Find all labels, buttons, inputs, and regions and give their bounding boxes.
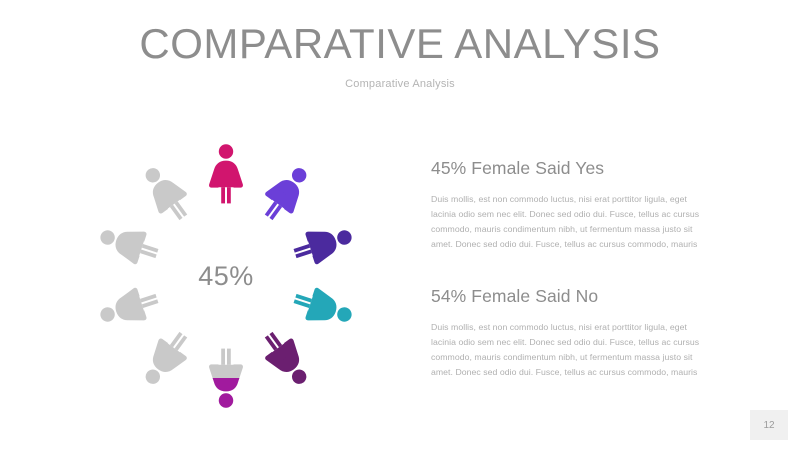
content-block-heading: 45% Female Said Yes bbox=[431, 158, 605, 178]
female-figure-icon bbox=[209, 348, 243, 408]
pictogram-figure[interactable] bbox=[91, 210, 166, 279]
pictogram-figure[interactable] bbox=[91, 273, 166, 342]
female-figure-icon bbox=[264, 331, 307, 384]
page-number-label: 12 bbox=[763, 419, 775, 431]
content-block-heading: 54% Female Said No bbox=[431, 285, 599, 306]
female-figure-icon bbox=[209, 144, 243, 204]
page-number-badge: 12 bbox=[750, 410, 788, 440]
pictogram-figure[interactable] bbox=[285, 273, 360, 342]
pictogram-figure[interactable] bbox=[127, 318, 206, 399]
female-figure-icon bbox=[100, 287, 159, 322]
radial-pictogram-chart: 45% bbox=[90, 140, 362, 412]
pictogram-figure[interactable] bbox=[127, 153, 206, 234]
female-figure-icon bbox=[145, 331, 188, 384]
pictogram-figure[interactable] bbox=[247, 153, 326, 234]
content-block-body: Duis mollis, est non commodo luctus, nis… bbox=[431, 321, 700, 377]
content-block: 54% Female Said No Duis mollis, est non c… bbox=[431, 286, 707, 380]
pictogram-figure[interactable] bbox=[200, 347, 252, 409]
pictogram-figure[interactable] bbox=[200, 143, 252, 205]
content-block-body: Duis mollis, est non commodo luctus, nis… bbox=[431, 194, 700, 249]
pictogram-figure[interactable] bbox=[247, 318, 326, 399]
page-subtitle: Comparative Analysis bbox=[345, 78, 455, 91]
content-block: 45% Female Said Yes Duis mollis, est non … bbox=[431, 158, 707, 252]
pictogram-figure[interactable] bbox=[285, 210, 360, 279]
content-column: 45% Female Said Yes Duis mollis, est non … bbox=[431, 158, 707, 380]
female-figure-icon bbox=[293, 230, 352, 265]
female-figure-icon bbox=[293, 287, 352, 322]
page-title: COMPARATIVE ANALYSIS bbox=[139, 20, 661, 67]
female-figure-icon bbox=[100, 230, 159, 265]
female-figure-icon bbox=[145, 168, 188, 221]
slide-header: COMPARATIVE ANALYSIS Comparative Analysi… bbox=[0, 20, 800, 91]
female-figure-icon bbox=[264, 168, 307, 221]
